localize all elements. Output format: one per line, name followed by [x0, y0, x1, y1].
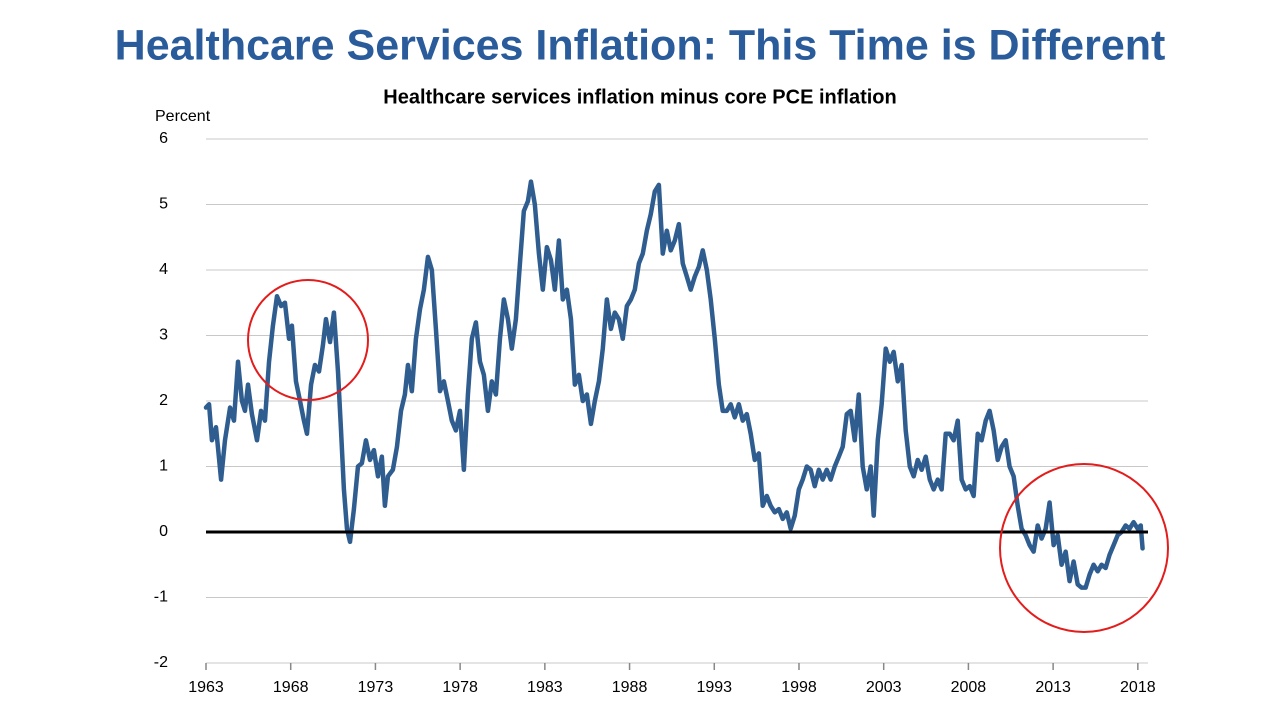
x-tick-label: 1993 [696, 679, 732, 696]
x-tick-label: 1963 [188, 679, 224, 696]
x-tick-label: 2003 [866, 679, 902, 696]
x-tick-label: 1973 [358, 679, 394, 696]
highlight-circle [247, 279, 369, 401]
y-tick-label: 6 [159, 130, 168, 147]
x-tick-label: 1998 [781, 679, 817, 696]
x-tick-label: 1968 [273, 679, 309, 696]
x-tick-label: 2008 [951, 679, 987, 696]
y-tick-label: -1 [154, 589, 168, 606]
y-tick-label: 3 [159, 327, 168, 344]
y-axis-label: Percent [155, 108, 211, 125]
data-line [203, 179, 1145, 590]
x-tick-label: 2013 [1035, 679, 1071, 696]
y-tick-label: 5 [159, 196, 168, 213]
y-tick-label: 4 [159, 261, 168, 278]
highlight-circle [999, 463, 1169, 633]
x-tick-label: 1983 [527, 679, 563, 696]
plot-area: -2 -1 0 1 2 3 4 5 6 1963 1968 1973 1978 1983 1988 1993 1… [154, 130, 1156, 696]
y-tick-label: 0 [159, 523, 168, 540]
x-tick-label: 1988 [612, 679, 648, 696]
y-tick-label: 2 [159, 392, 168, 409]
x-tick-label: 2018 [1120, 679, 1156, 696]
chart-subtitle: Healthcare services inflation minus core… [383, 86, 897, 108]
chart-title: Healthcare Services Inflation: This Time… [115, 21, 1166, 69]
y-tick-label: 1 [159, 458, 168, 475]
x-tick-label: 1978 [442, 679, 478, 696]
y-tick-label: -2 [154, 654, 168, 671]
